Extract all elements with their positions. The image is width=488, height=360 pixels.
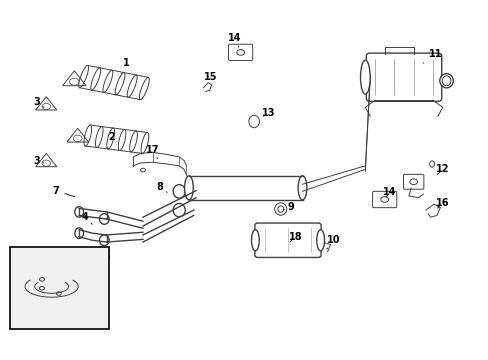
Ellipse shape <box>251 230 259 251</box>
Ellipse shape <box>75 228 83 238</box>
Text: 16: 16 <box>435 198 448 208</box>
FancyBboxPatch shape <box>228 44 252 60</box>
FancyBboxPatch shape <box>254 223 321 257</box>
Ellipse shape <box>75 207 83 217</box>
Text: 5: 5 <box>103 251 110 261</box>
Ellipse shape <box>360 60 369 94</box>
Ellipse shape <box>298 176 306 200</box>
Ellipse shape <box>274 203 286 215</box>
Text: 8: 8 <box>156 182 167 192</box>
Text: 3: 3 <box>33 156 44 166</box>
Text: 2: 2 <box>106 132 115 148</box>
Ellipse shape <box>173 185 185 198</box>
Ellipse shape <box>99 235 109 246</box>
Bar <box>10 247 109 329</box>
Text: 14: 14 <box>382 188 395 197</box>
Text: 14: 14 <box>227 33 241 47</box>
Text: 18: 18 <box>288 232 302 242</box>
Text: 11: 11 <box>422 49 441 63</box>
FancyBboxPatch shape <box>372 192 396 208</box>
Text: 17: 17 <box>145 145 159 159</box>
FancyBboxPatch shape <box>403 174 423 189</box>
Text: 9: 9 <box>283 202 293 212</box>
Ellipse shape <box>316 230 324 251</box>
Text: 3: 3 <box>33 97 44 107</box>
Text: 12: 12 <box>435 165 448 175</box>
Ellipse shape <box>441 76 450 86</box>
Text: 7: 7 <box>53 186 75 197</box>
Text: 15: 15 <box>203 72 217 88</box>
Text: 6: 6 <box>76 283 91 293</box>
Ellipse shape <box>99 214 109 224</box>
Text: 10: 10 <box>326 235 340 249</box>
Ellipse shape <box>173 203 185 217</box>
Text: 13: 13 <box>262 108 275 118</box>
Ellipse shape <box>248 115 259 128</box>
Text: 1: 1 <box>121 58 129 74</box>
Ellipse shape <box>184 176 193 200</box>
Ellipse shape <box>439 74 452 88</box>
FancyBboxPatch shape <box>366 53 441 101</box>
Text: 4: 4 <box>81 212 92 224</box>
